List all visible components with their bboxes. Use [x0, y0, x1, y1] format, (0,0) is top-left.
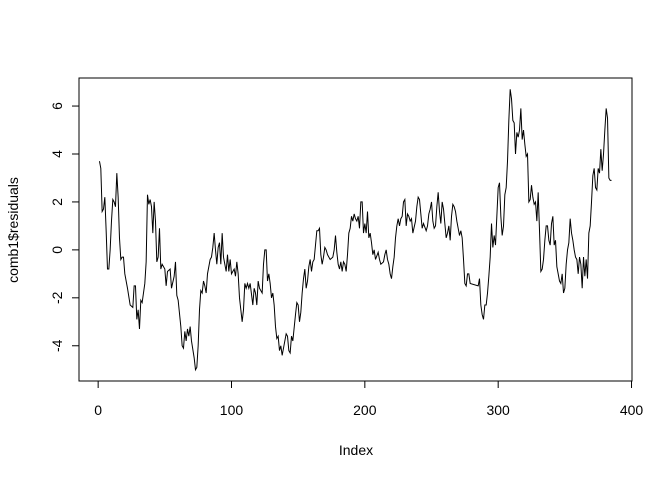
y-tick-label: -2 — [49, 291, 65, 304]
y-tick-label: 0 — [49, 246, 65, 254]
x-tick-label: 300 — [486, 402, 510, 418]
x-tick-label: 100 — [220, 402, 244, 418]
y-tick-label: 6 — [49, 102, 65, 110]
x-tick-label: 200 — [353, 402, 377, 418]
plot-box — [78, 77, 633, 382]
x-tick-label: 400 — [620, 402, 644, 418]
series-line — [98, 89, 612, 372]
y-tick-label: 4 — [49, 150, 65, 158]
x-tick-label: 0 — [94, 402, 102, 418]
y-tick-label: -4 — [49, 339, 65, 352]
x-axis-label: Index — [339, 442, 373, 458]
y-axis-label: comb1$residuals — [5, 177, 21, 283]
y-tick-label: 2 — [49, 198, 65, 206]
